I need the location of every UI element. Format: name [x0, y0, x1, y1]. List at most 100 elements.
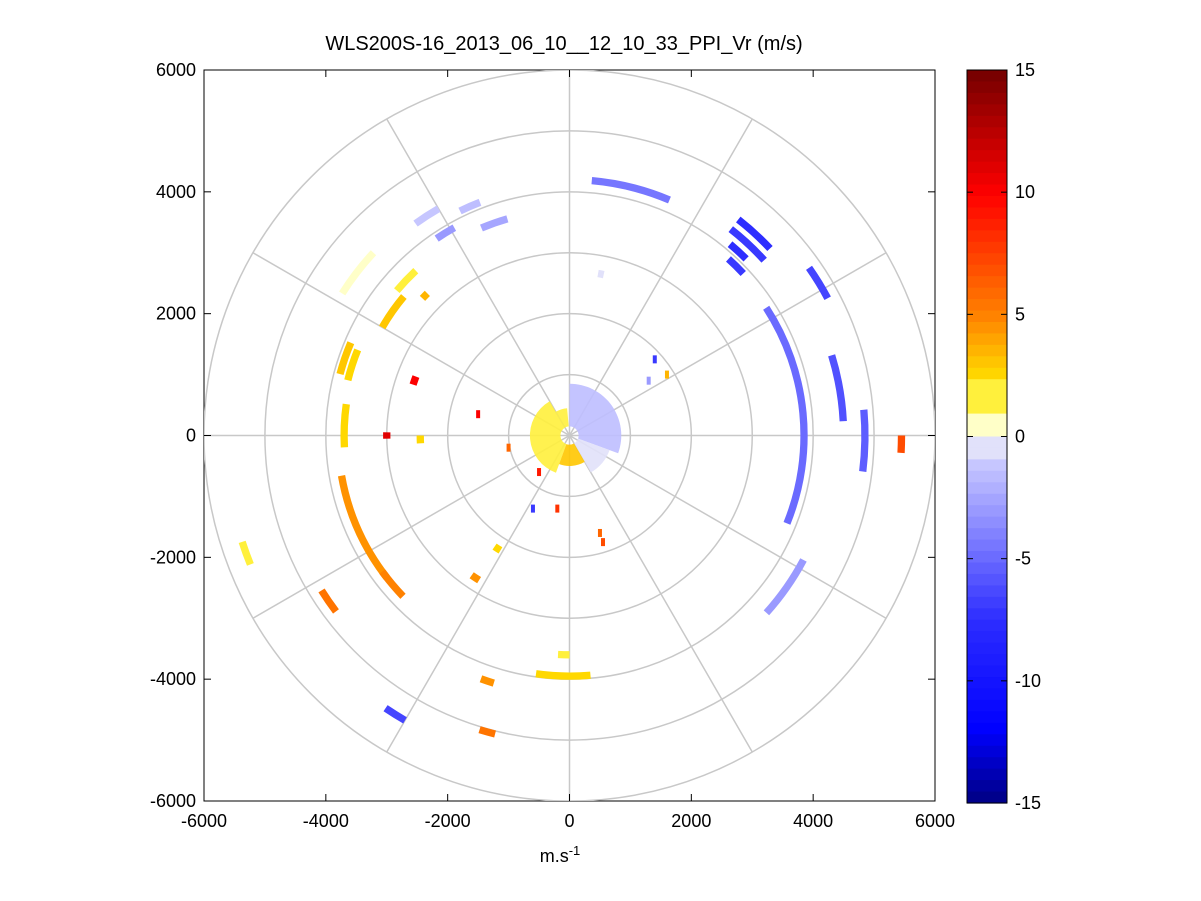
colorbar-swatch-0 — [967, 70, 1007, 83]
velocity-point-3 — [476, 410, 481, 419]
velocity-arc-9 — [763, 305, 808, 525]
spoke-60 — [568, 118, 753, 436]
velocity-arc-16 — [339, 250, 377, 296]
colorbar-swatch-44 — [967, 573, 1007, 586]
velocity-arc-1 — [458, 198, 482, 215]
y-tick-label-0: 0 — [186, 426, 196, 446]
colorbar-swatch-13 — [967, 218, 1007, 231]
velocity-arc-7 — [727, 241, 749, 262]
velocity-arc-10 — [763, 558, 807, 616]
colorbar-swatch-20 — [967, 299, 1007, 312]
colorbar-swatch-3 — [967, 104, 1007, 117]
colorbar-swatch-61 — [967, 768, 1007, 781]
colorbar-tick-label-15: 15 — [1015, 60, 1035, 80]
colorbar-swatch-56 — [967, 711, 1007, 724]
spoke-150 — [252, 252, 570, 437]
colorbar-swatch-17 — [967, 264, 1007, 277]
colorbar-swatch-16 — [967, 253, 1007, 266]
near-field-sector-4 — [555, 408, 569, 428]
colorbar-swatch-14 — [967, 230, 1007, 243]
colorbar-swatch-32 — [967, 436, 1007, 449]
colorbar-swatch-7 — [967, 150, 1007, 163]
colorbar-swatch-11 — [967, 195, 1007, 209]
colorbar-swatch-63 — [967, 791, 1007, 804]
spoke-240 — [386, 435, 571, 753]
colorbar-swatch-27 — [967, 379, 1007, 392]
velocity-point-9 — [537, 468, 542, 477]
colorbar-swatch-29 — [967, 402, 1007, 415]
colorbar-swatch-39 — [967, 516, 1007, 529]
colorbar-swatch-18 — [967, 276, 1007, 289]
x-tick-label-0: 0 — [564, 811, 574, 831]
velocity-arc-0 — [413, 205, 441, 227]
y-tick-label-4000: 4000 — [156, 182, 196, 202]
colorbar-swatch-34 — [967, 459, 1007, 472]
colorbar-swatch-28 — [967, 390, 1007, 403]
velocity-point-0 — [664, 370, 669, 379]
colorbar-swatch-53 — [967, 677, 1007, 690]
colorbar-swatch-59 — [967, 745, 1007, 758]
velocity-arc-25 — [383, 432, 391, 439]
velocity-arc-30 — [469, 572, 482, 584]
colorbar-swatch-58 — [967, 734, 1007, 747]
velocity-arc-26 — [416, 435, 425, 444]
near-field-sector-3 — [559, 443, 585, 466]
chart-title: WLS200S-16_2013_06_10__12_10_33_PPI_Vr (… — [325, 33, 802, 55]
velocity-arc-17 — [394, 267, 419, 293]
spoke-330 — [569, 434, 887, 619]
colorbar-tick-label-10: 10 — [1015, 182, 1035, 202]
velocity-data — [238, 176, 906, 738]
velocity-point-8 — [601, 538, 606, 547]
velocity-arc-4 — [591, 176, 671, 204]
colorbar-swatch-60 — [967, 757, 1007, 770]
colorbar-swatch-46 — [967, 596, 1007, 609]
velocity-arc-35 — [383, 705, 407, 724]
x-tick-label--4000: -4000 — [303, 811, 349, 831]
velocity-arc-32 — [478, 726, 496, 738]
velocity-point-5 — [530, 504, 535, 513]
colorbar-swatch-43 — [967, 562, 1007, 575]
velocity-arc-21 — [344, 348, 362, 382]
y-tick-label--4000: -4000 — [150, 669, 196, 689]
y-tick-label--2000: -2000 — [150, 547, 196, 567]
x-tick-label-6000: 6000 — [915, 811, 955, 831]
colorbar-swatch-47 — [967, 608, 1007, 621]
velocity-arc-29 — [238, 540, 254, 566]
y-tick-label-2000: 2000 — [156, 304, 196, 324]
velocity-arc-6 — [728, 226, 767, 263]
velocity-point-2 — [646, 376, 651, 385]
colorbar-swatch-54 — [967, 688, 1007, 701]
colorbar-swatch-37 — [967, 493, 1007, 506]
x-tick-label-2000: 2000 — [671, 811, 711, 831]
velocity-arc-11 — [828, 354, 847, 422]
spoke-210 — [252, 434, 570, 619]
velocity-arc-2 — [434, 224, 457, 242]
velocity-arc-14 — [897, 435, 906, 454]
near-field-sector-0 — [569, 383, 622, 454]
y-tick-label-6000: 6000 — [156, 60, 196, 80]
velocity-arc-23 — [340, 403, 350, 448]
colorbar-swatch-10 — [967, 184, 1007, 197]
colorbar-swatch-52 — [967, 665, 1007, 678]
colorbar-swatch-24 — [967, 344, 1007, 357]
colorbar-swatch-38 — [967, 505, 1007, 518]
colorbar-swatch-25 — [967, 356, 1007, 369]
y-tick-label--6000: -6000 — [150, 791, 196, 811]
spoke-300 — [568, 435, 753, 753]
colorbar: -15 -10 -5 0 5 10 15 — [966, 60, 1041, 813]
velocity-point-6 — [555, 504, 560, 513]
colorbar-swatch-9 — [967, 173, 1007, 186]
velocity-point-7 — [597, 528, 602, 537]
velocity-arc-31 — [479, 675, 495, 687]
colorbar-swatch-6 — [967, 138, 1007, 151]
colorbar-swatch-57 — [967, 722, 1007, 735]
colorbar-swatch-55 — [967, 699, 1007, 712]
colorbar-swatch-26 — [967, 367, 1007, 380]
colorbar-swatch-23 — [967, 333, 1007, 346]
velocity-arc-27 — [379, 569, 406, 599]
colorbar-swatch-1 — [967, 81, 1007, 94]
colorbar-swatch-4 — [967, 115, 1007, 128]
colorbar-swatch-22 — [967, 321, 1007, 335]
near-field-sector-2 — [529, 401, 567, 473]
spoke-30 — [569, 252, 887, 437]
